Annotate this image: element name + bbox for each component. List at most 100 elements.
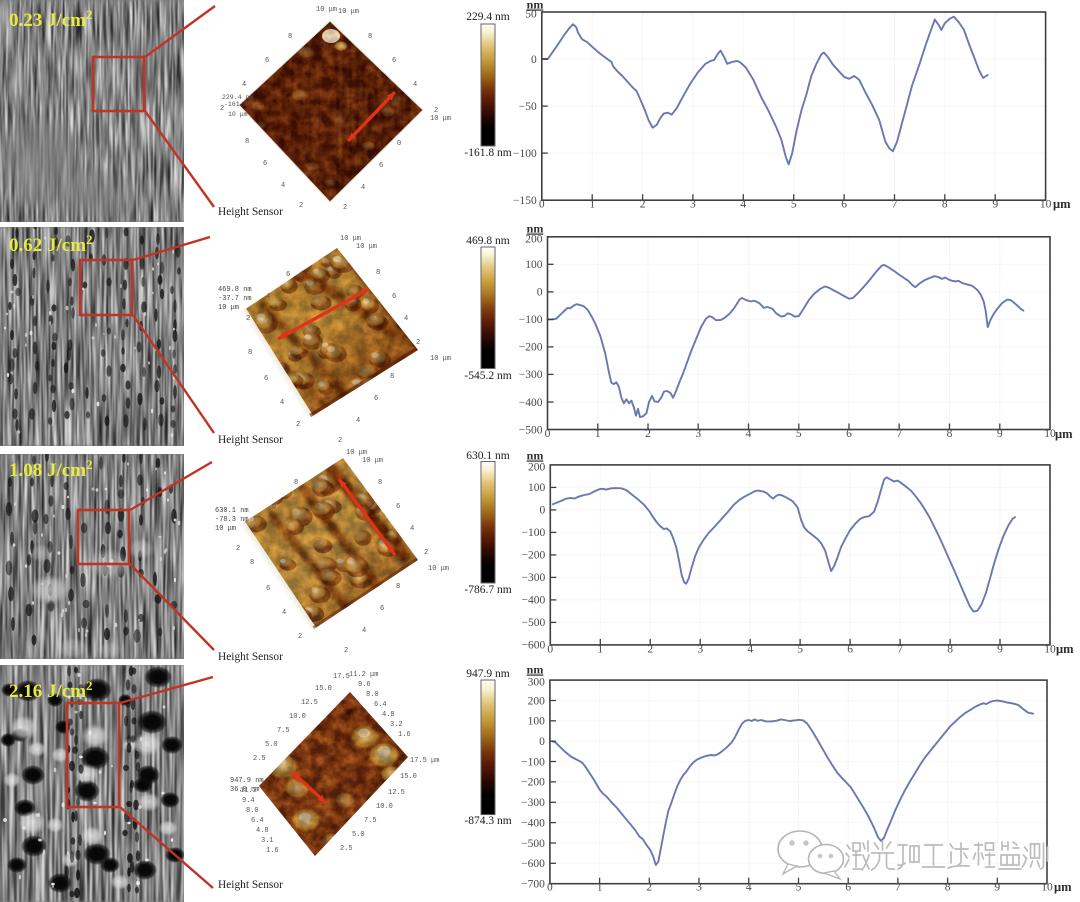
svg-text:10: 10 (1041, 882, 1053, 894)
svg-text:10 μm: 10 μm (362, 457, 383, 465)
svg-text:6: 6 (379, 162, 383, 170)
svg-text:6: 6 (392, 57, 396, 65)
svg-text:0.62 J/cm2: 0.62 J/cm2 (9, 232, 93, 256)
svg-text:4: 4 (740, 199, 746, 211)
svg-text:μm: μm (1054, 880, 1072, 894)
svg-text:Height Sensor: Height Sensor (218, 879, 283, 891)
svg-text:10 μm: 10 μm (346, 449, 367, 457)
svg-text:1: 1 (595, 428, 601, 440)
svg-text:5: 5 (797, 644, 803, 656)
svg-text:630.1 nm: 630.1 nm (215, 507, 249, 515)
svg-text:3: 3 (690, 199, 696, 211)
svg-text:-37.7 nm: -37.7 nm (218, 295, 252, 303)
svg-text:3: 3 (696, 882, 702, 894)
svg-text:4: 4 (746, 882, 752, 894)
svg-text:50: 50 (525, 9, 537, 21)
svg-text:3.2: 3.2 (390, 721, 403, 729)
svg-text:2: 2 (640, 199, 646, 211)
svg-text:6: 6 (392, 293, 396, 301)
svg-text:−50: −50 (519, 101, 537, 113)
svg-text:5: 5 (796, 428, 802, 440)
svg-text:10 μm: 10 μm (218, 304, 239, 312)
svg-text:7: 7 (897, 644, 903, 656)
svg-text:9.6: 9.6 (358, 681, 371, 689)
svg-text:2: 2 (424, 549, 428, 557)
svg-text:11.2: 11.2 (240, 787, 257, 795)
svg-text:200: 200 (528, 461, 546, 473)
svg-text:229.4 nm: 229.4 nm (222, 94, 253, 101)
svg-text:−100: −100 (513, 148, 537, 160)
svg-text:2: 2 (434, 107, 438, 115)
svg-text:Height Sensor: Height Sensor (218, 651, 283, 663)
svg-text:5: 5 (796, 882, 802, 894)
svg-text:0: 0 (397, 140, 401, 148)
svg-text:−300: −300 (521, 797, 545, 809)
svg-text:6.4: 6.4 (251, 817, 264, 825)
svg-text:0: 0 (531, 54, 537, 66)
svg-text:4: 4 (747, 644, 753, 656)
svg-text:−300: −300 (522, 572, 546, 584)
svg-text:4.8: 4.8 (382, 711, 395, 719)
svg-text:6: 6 (265, 57, 269, 65)
svg-text:8: 8 (947, 428, 953, 440)
svg-text:2.16 J/cm2: 2.16 J/cm2 (9, 678, 93, 702)
svg-text:1: 1 (597, 644, 603, 656)
svg-text:−150: −150 (513, 195, 537, 207)
svg-text:8: 8 (376, 269, 380, 277)
svg-text:0: 0 (540, 505, 546, 517)
svg-text:6: 6 (846, 428, 852, 440)
svg-text:6: 6 (286, 271, 290, 279)
svg-text:1: 1 (589, 199, 595, 211)
svg-text:8.0: 8.0 (366, 691, 379, 699)
svg-text:2.5: 2.5 (340, 845, 353, 853)
svg-text:9.4: 9.4 (242, 797, 255, 805)
svg-text:−200: −200 (522, 550, 546, 562)
svg-text:7: 7 (896, 428, 902, 440)
svg-text:−100: −100 (522, 527, 546, 539)
svg-text:4: 4 (242, 81, 246, 89)
svg-text:6: 6 (845, 882, 851, 894)
svg-text:−600: −600 (521, 858, 545, 870)
svg-text:−100: −100 (521, 756, 545, 768)
svg-text:2.5: 2.5 (253, 755, 266, 763)
svg-text:−200: −200 (521, 777, 545, 789)
svg-text:-545.2 nm: -545.2 nm (464, 370, 511, 382)
svg-text:3: 3 (697, 644, 703, 656)
svg-text:9: 9 (997, 428, 1003, 440)
svg-text:2: 2 (647, 644, 653, 656)
svg-text:μm: μm (1055, 427, 1073, 441)
svg-text:−500: −500 (522, 617, 546, 629)
svg-text:4: 4 (413, 81, 417, 89)
svg-text:2: 2 (338, 437, 342, 445)
svg-text:8.0: 8.0 (246, 807, 259, 815)
svg-text:17.5 μm: 17.5 μm (410, 757, 439, 765)
svg-text:8: 8 (945, 882, 951, 894)
svg-text:4: 4 (266, 293, 270, 301)
svg-text:0: 0 (539, 736, 545, 748)
svg-text:2: 2 (416, 339, 420, 347)
svg-text:2: 2 (645, 428, 651, 440)
svg-text:3: 3 (695, 428, 701, 440)
svg-text:947.9 nm: 947.9 nm (466, 668, 510, 680)
svg-text:3.1: 3.1 (261, 837, 274, 845)
svg-text:2: 2 (296, 421, 300, 429)
svg-text:−400: −400 (522, 595, 546, 607)
svg-text:1.08 J/cm2: 1.08 J/cm2 (9, 457, 93, 481)
svg-text:7: 7 (895, 882, 901, 894)
svg-text:−400: −400 (521, 817, 545, 829)
svg-text:nm: nm (527, 449, 544, 463)
svg-text:10: 10 (1040, 199, 1052, 211)
svg-text:15.0: 15.0 (315, 685, 332, 693)
svg-text:μm: μm (1056, 642, 1074, 656)
svg-text:−100: −100 (519, 314, 543, 326)
svg-text:2: 2 (343, 204, 347, 212)
svg-text:9: 9 (997, 644, 1003, 656)
svg-text:8: 8 (245, 138, 249, 146)
svg-text:6: 6 (266, 585, 270, 593)
svg-text:4: 4 (280, 399, 284, 407)
svg-text:200: 200 (528, 695, 546, 707)
svg-text:6: 6 (396, 503, 400, 511)
svg-text:nm: nm (527, 0, 544, 12)
svg-text:4.8: 4.8 (256, 827, 269, 835)
svg-text:−700: −700 (521, 879, 545, 891)
